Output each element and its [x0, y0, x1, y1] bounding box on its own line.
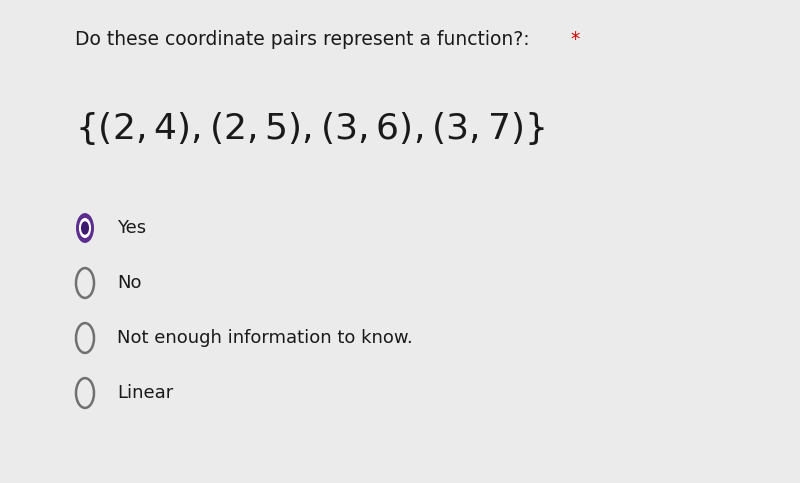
Text: $\{(2, 4), (2, 5), (3, 6), (3, 7)\}$: $\{(2, 4), (2, 5), (3, 6), (3, 7)\}$: [75, 110, 545, 147]
Ellipse shape: [76, 213, 94, 243]
Text: No: No: [117, 274, 142, 292]
Text: Do these coordinate pairs represent a function?:: Do these coordinate pairs represent a fu…: [75, 30, 530, 49]
Text: Not enough information to know.: Not enough information to know.: [117, 329, 413, 347]
Text: Yes: Yes: [117, 219, 146, 237]
Text: *: *: [565, 30, 580, 49]
Text: Linear: Linear: [117, 384, 174, 402]
Ellipse shape: [79, 218, 91, 238]
Ellipse shape: [81, 221, 89, 235]
